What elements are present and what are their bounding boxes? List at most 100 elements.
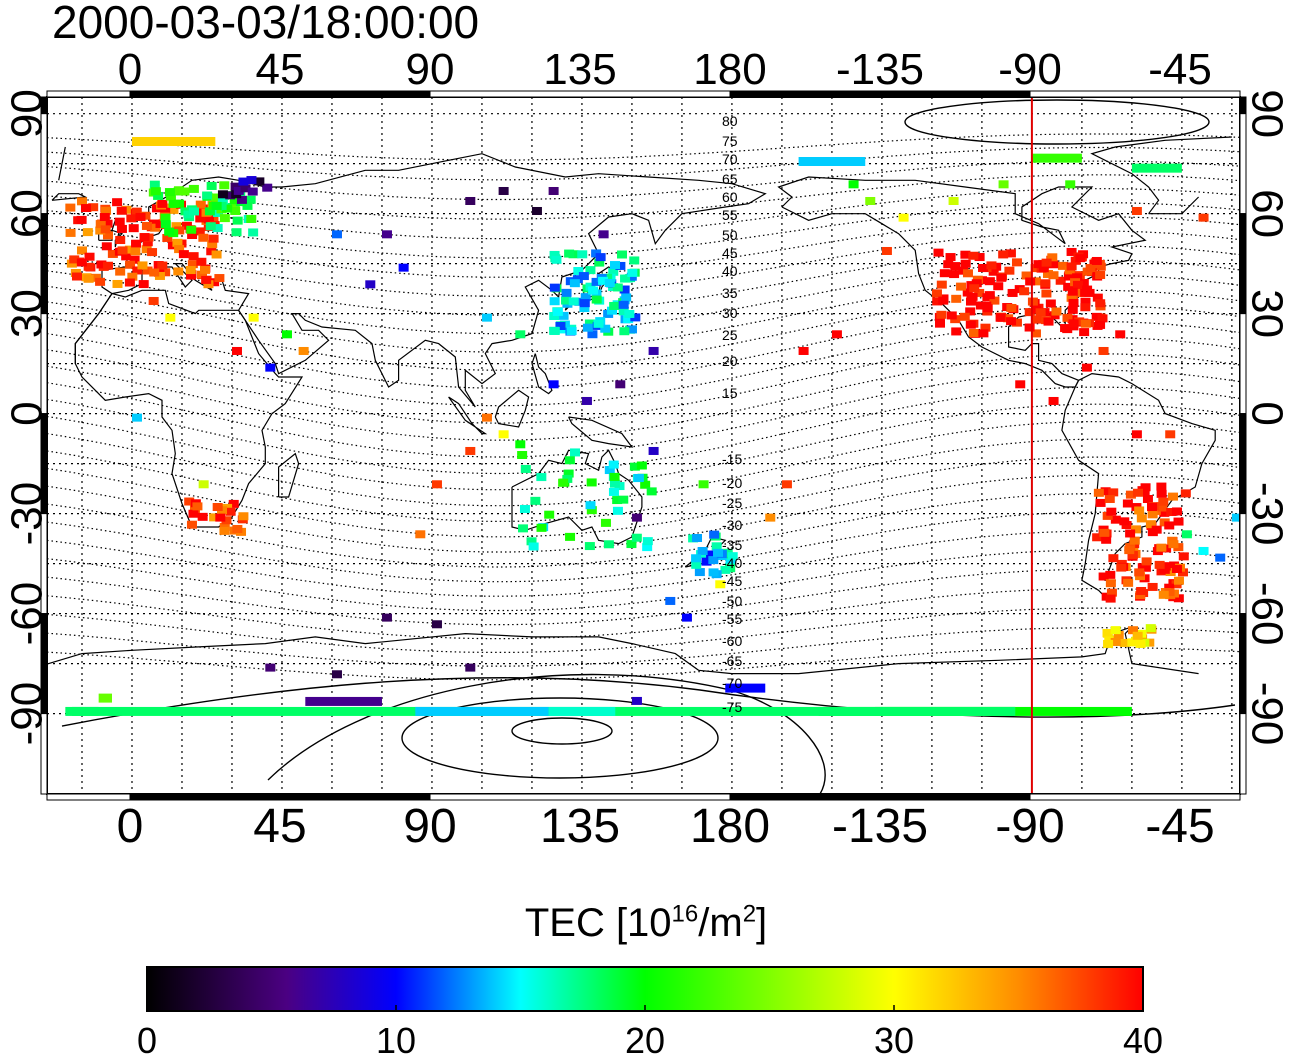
tec-cell <box>232 524 243 533</box>
tec-cell <box>530 496 541 505</box>
y-tick-label-right: -60 <box>1242 582 1291 646</box>
tec-cell <box>965 320 976 329</box>
tec-cell <box>616 250 627 259</box>
tec-cell <box>254 177 265 186</box>
tec-cell <box>162 233 173 242</box>
tec-cell <box>982 304 993 313</box>
tec-cell <box>1156 489 1167 498</box>
tec-cell <box>587 330 598 339</box>
tec-cell <box>798 346 809 355</box>
tec-cell <box>197 512 208 521</box>
tec-cell <box>114 217 125 226</box>
tec-cell <box>965 307 976 316</box>
x-tick-label-top: 45 <box>256 45 305 94</box>
tec-cell <box>1043 317 1054 326</box>
tec-cell <box>1166 508 1177 517</box>
colorbar-tick-label: 40 <box>1123 1020 1163 1057</box>
tec-cell <box>548 380 559 389</box>
tec-cell <box>233 186 244 195</box>
tec-cell <box>1113 631 1124 640</box>
tec-cell <box>186 520 197 529</box>
tec-cell <box>164 188 175 197</box>
tec-cell <box>1116 563 1127 572</box>
tec-cell <box>642 537 653 546</box>
tec-cell <box>1131 206 1142 215</box>
tec-cell <box>95 277 106 286</box>
tec-cell <box>1062 313 1073 322</box>
y-tick-label-left: 0 <box>3 401 52 425</box>
tec-cell <box>1082 285 1093 294</box>
tec-cell <box>536 473 547 482</box>
y-tick-label-right: 30 <box>1242 289 1291 338</box>
tec-cell <box>646 487 657 496</box>
tec-cell <box>281 330 292 339</box>
tec-cell <box>708 568 719 577</box>
tec-cell <box>1115 330 1126 339</box>
tec-cell <box>967 292 978 301</box>
tec-cell <box>1024 308 1035 317</box>
tec-cell <box>1168 492 1179 501</box>
tec-cell <box>99 213 110 222</box>
tec-cell <box>935 319 946 328</box>
polar-ovals <box>61 99 1236 794</box>
tec-cell <box>465 663 476 672</box>
tec-cell <box>1231 513 1240 522</box>
tec-cell <box>1015 380 1026 389</box>
tec-strip <box>725 683 766 693</box>
tec-cell <box>566 327 577 336</box>
tec-cell <box>974 288 985 297</box>
tec-cell <box>194 227 205 236</box>
tec-cell <box>1030 277 1041 286</box>
tec-cell <box>160 268 171 277</box>
tec-cell <box>1033 260 1044 269</box>
tec-cell <box>102 261 113 270</box>
tec-cell <box>1047 253 1058 262</box>
tec-cell <box>1154 560 1165 569</box>
tec-cell <box>615 261 626 270</box>
mag-lat-label: 80 <box>722 113 738 129</box>
tec-cell <box>1142 495 1153 504</box>
tec-cell <box>189 207 200 216</box>
tec-cell <box>956 282 967 291</box>
tec-cell <box>980 323 991 332</box>
tec-cell <box>217 190 228 199</box>
x-tick-label-top: -90 <box>998 45 1062 94</box>
tec-cell <box>1048 271 1059 280</box>
tec-cell <box>130 247 141 256</box>
tec-cell <box>188 184 199 193</box>
colorbar-ticks: 0 10 20 30 40 <box>137 1005 1163 1057</box>
y-tick-label-left: -60 <box>3 582 52 646</box>
tec-cell <box>1004 266 1015 275</box>
tec-cell <box>187 231 198 240</box>
tec-cell <box>124 278 135 287</box>
mag-lat-label: -20 <box>722 475 742 491</box>
mag-lat-label: -35 <box>722 537 742 553</box>
tec-cell <box>84 252 95 261</box>
tec-cell <box>898 213 909 222</box>
tec-cell <box>946 311 957 320</box>
tec-cell <box>1177 568 1188 577</box>
tec-cell <box>1215 553 1226 562</box>
tec-cell <box>157 261 168 270</box>
colorbar-title: TEC [1016/m2] <box>524 900 768 945</box>
tec-cell <box>100 225 111 234</box>
tec-cell <box>179 187 190 196</box>
tec-cell <box>549 326 560 335</box>
tec-cell <box>517 450 528 459</box>
tec-cell <box>1005 249 1016 258</box>
tec-cell <box>1105 579 1116 588</box>
x-tick-label-top: 180 <box>693 45 766 94</box>
tec-cell <box>381 230 392 239</box>
tec-cell <box>1110 637 1121 646</box>
tec-cell <box>225 507 236 516</box>
tec-cell <box>962 269 973 278</box>
tec-strip <box>131 136 216 146</box>
tec-cell <box>1181 530 1192 539</box>
tec-cell <box>160 213 171 222</box>
tec-cell <box>203 280 214 289</box>
tec-cell <box>565 532 576 541</box>
tec-cell <box>561 288 572 297</box>
tec-cell <box>1067 305 1078 314</box>
tec-cell <box>1164 588 1175 597</box>
tec-cell <box>149 268 160 277</box>
